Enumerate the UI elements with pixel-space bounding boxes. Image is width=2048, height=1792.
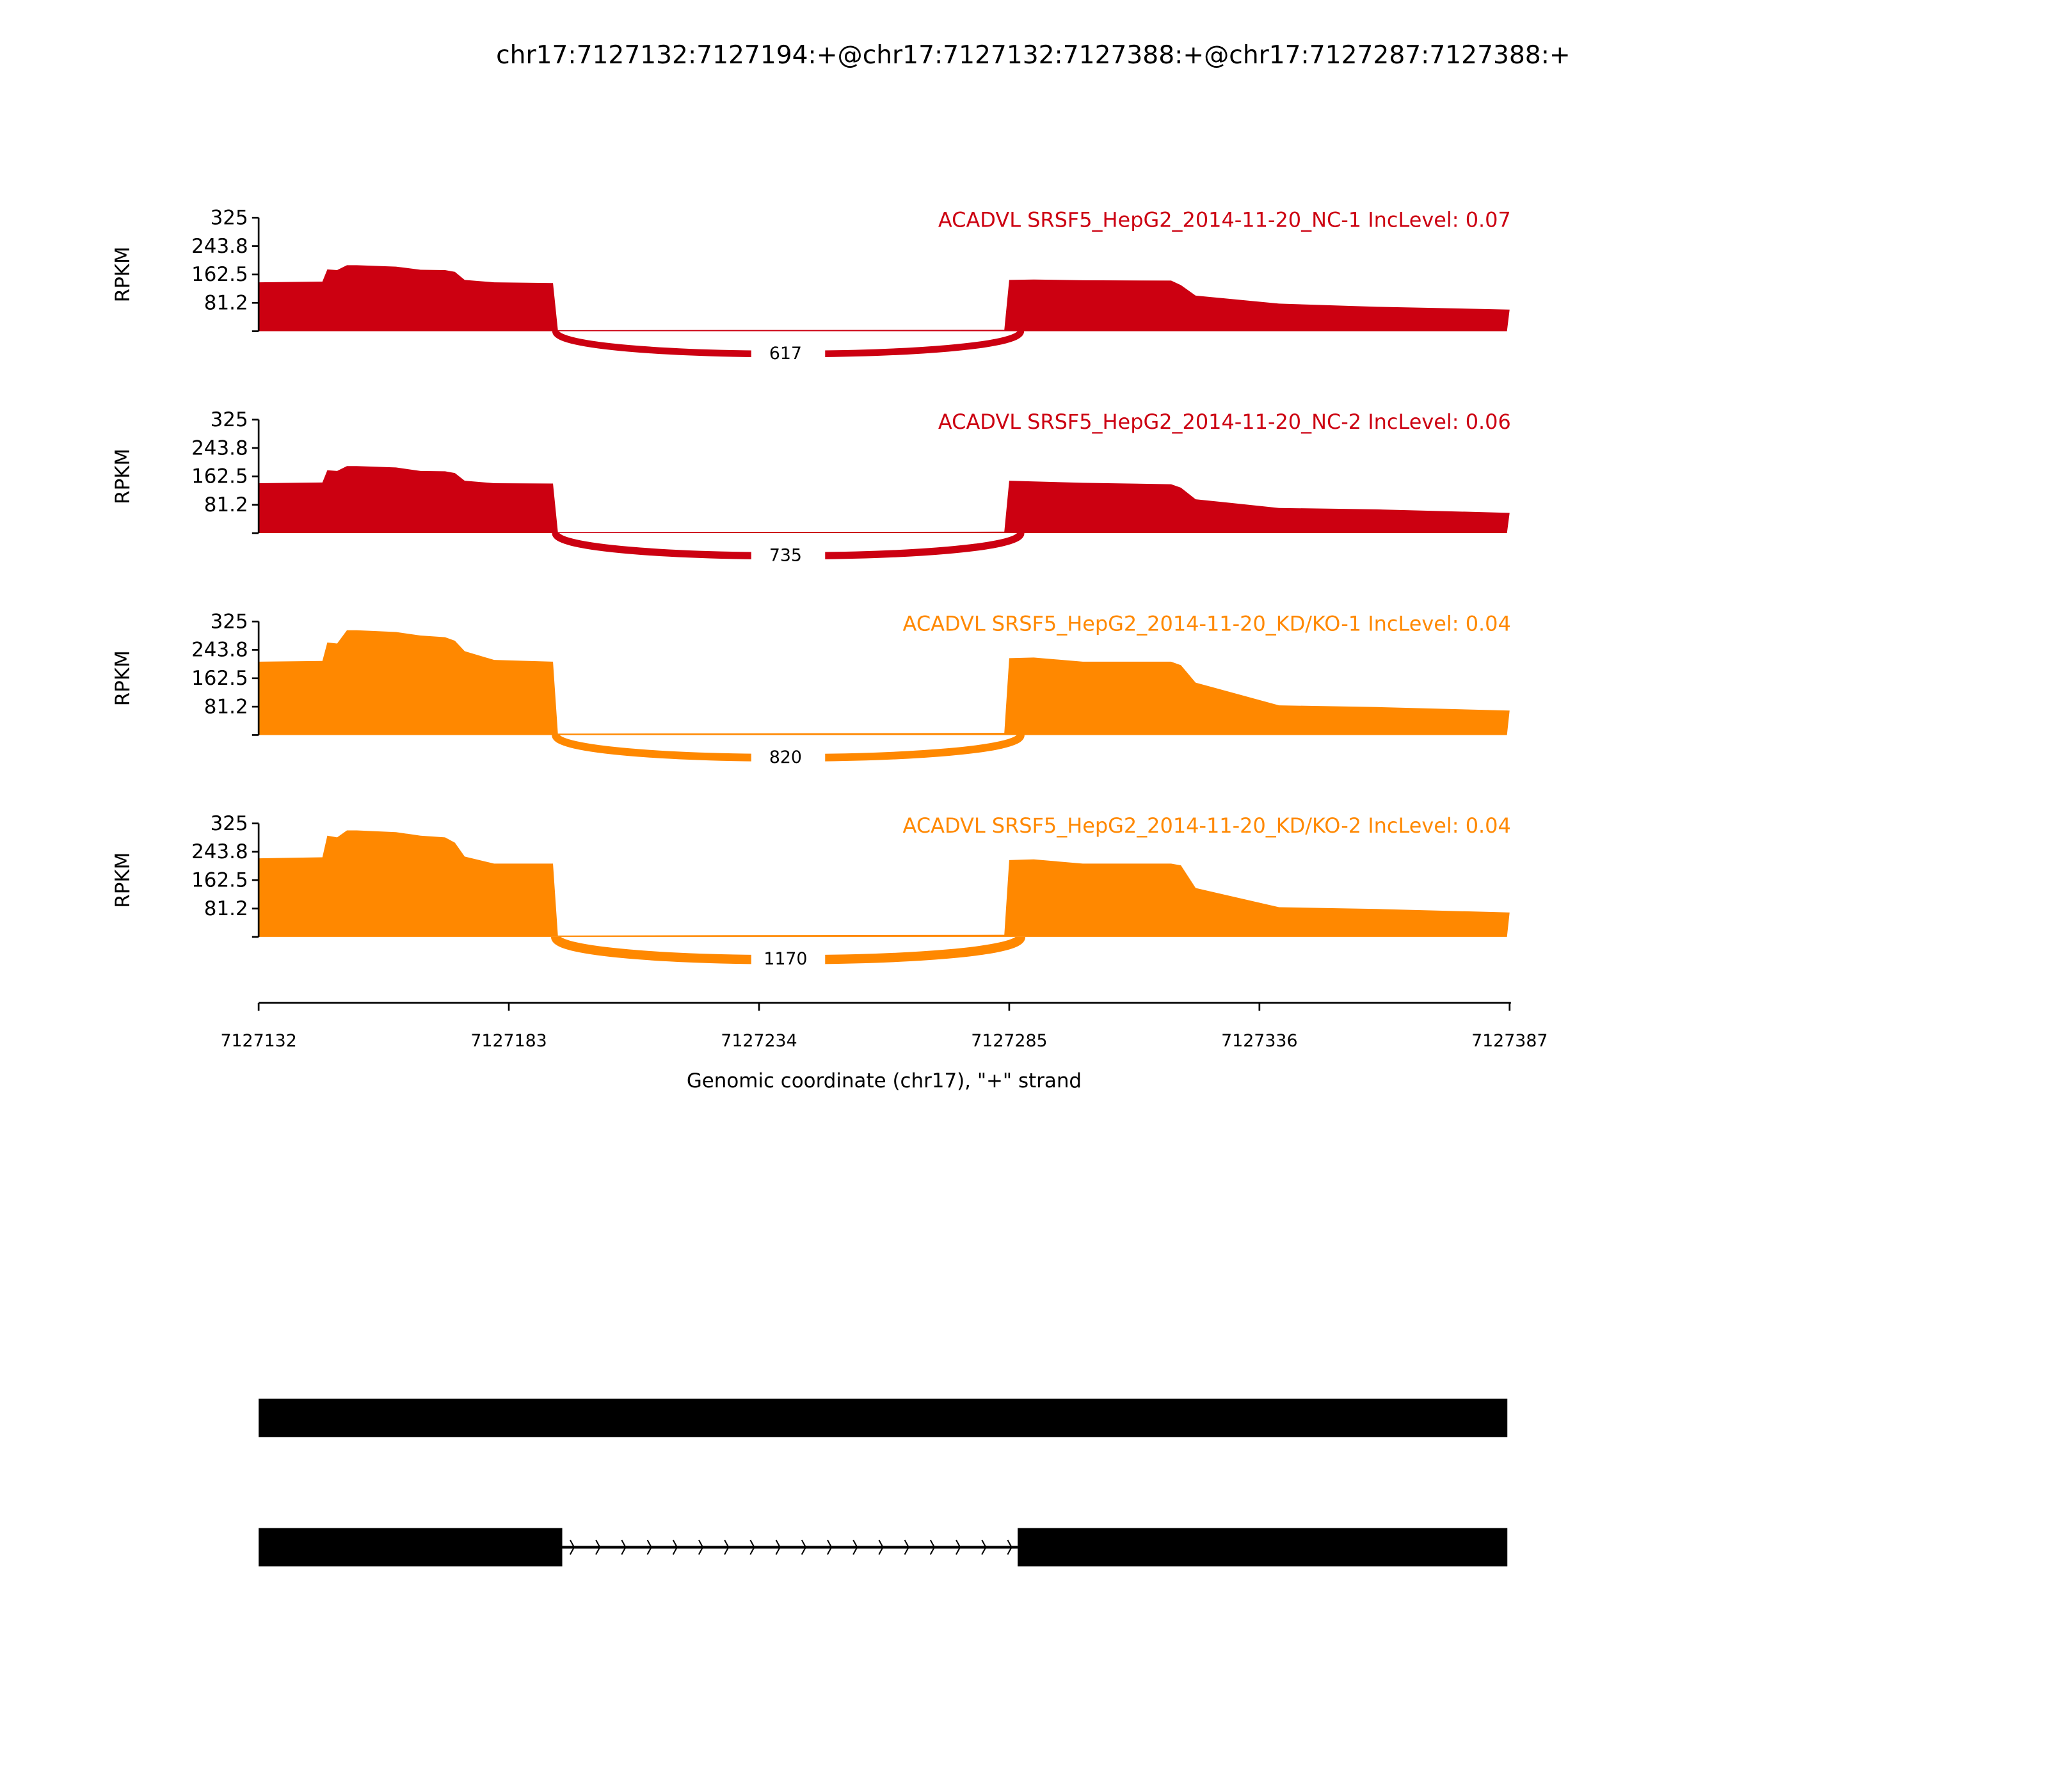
strand-arrow-icon — [852, 1539, 858, 1555]
strand-arrow-icon — [672, 1539, 678, 1555]
strand-arrow-icon — [698, 1539, 704, 1555]
coverage-area — [259, 830, 1510, 937]
chart-title: chr17:7127132:7127194:+@chr17:7127132:71… — [496, 41, 1571, 70]
strand-arrow-icon — [749, 1539, 755, 1555]
y-tick-label: 325 — [211, 610, 248, 633]
sample-label: ACADVL SRSF5_HepG2_2014-11-20_NC-2 IncLe… — [938, 410, 1511, 434]
x-tick-label: 7127387 — [1471, 1031, 1548, 1051]
strand-arrow-icon — [878, 1539, 884, 1555]
coverage-area — [259, 630, 1510, 735]
strand-arrow-icon — [646, 1539, 652, 1555]
strand-arrow-icon — [595, 1539, 601, 1555]
junction-label-bg — [751, 740, 826, 778]
y-tick-label: 243.8 — [191, 235, 248, 258]
strand-arrow-icon — [801, 1539, 807, 1555]
exon — [1018, 1528, 1508, 1567]
coverage-area — [259, 265, 1510, 332]
y-tick-label: 325 — [211, 812, 248, 835]
sample-label: ACADVL SRSF5_HepG2_2014-11-20_KD/KO-2 In… — [903, 813, 1511, 838]
junction-count: 820 — [769, 748, 802, 767]
x-tick-label: 7127132 — [220, 1031, 296, 1051]
gene-model-2 — [259, 1528, 1508, 1567]
x-axis-label: Genomic coordinate (chr17), "+" strand — [687, 1069, 1082, 1092]
x-tick-label: 7127183 — [470, 1031, 547, 1051]
y-axis-label: RPKM — [111, 852, 134, 908]
y-tick-label: 325 — [211, 408, 248, 431]
strand-arrow-icon — [904, 1539, 909, 1555]
sample-label: ACADVL SRSF5_HepG2_2014-11-20_NC-1 IncLe… — [938, 208, 1511, 232]
junction-count: 617 — [769, 344, 802, 364]
strand-arrow-icon — [569, 1539, 575, 1555]
y-tick-label: 243.8 — [191, 639, 248, 662]
gene-model-1 — [259, 1398, 1508, 1437]
track-4: 81.2 162.5 243.8 325 RPKM ACADVL SRSF5_HepG2_… — [111, 812, 1511, 979]
strand-arrow-icon — [621, 1539, 627, 1555]
exon — [259, 1398, 1508, 1437]
y-tick-label: 81.2 — [204, 292, 248, 315]
x-tick-label: 7127234 — [721, 1031, 797, 1051]
x-axis: 7127132 7127183 7127234 7127285 7127336 71273… — [220, 1002, 1548, 1051]
strand-arrow-icon — [981, 1539, 987, 1555]
strand-arrow-icon — [929, 1539, 936, 1555]
y-tick-label: 162.5 — [191, 263, 248, 286]
x-tick-label: 7127336 — [1221, 1031, 1297, 1051]
junction-count: 735 — [769, 545, 802, 565]
y-tick-label: 325 — [211, 207, 248, 230]
coverage-tracks: 81.2 162.5 243.8 325 RPKM ACADVL SRSF5_HepG2_… — [111, 207, 1511, 979]
junction-label-bg — [751, 942, 826, 979]
y-tick-label: 81.2 — [204, 695, 248, 718]
y-tick-label: 162.5 — [191, 465, 248, 488]
track-2: 81.2 162.5 243.8 325 RPKM ACADVL SRSF5_HepG2_… — [111, 408, 1511, 575]
y-tick-label: 162.5 — [191, 869, 248, 892]
sample-label: ACADVL SRSF5_HepG2_2014-11-20_KD/KO-1 In… — [903, 612, 1511, 636]
x-tick-label: 7127285 — [971, 1031, 1047, 1051]
junction-count: 1170 — [764, 949, 807, 969]
junction-label-bg — [751, 336, 826, 374]
track-3: 81.2 162.5 243.8 325 RPKM ACADVL SRSF5_HepG2_… — [111, 610, 1511, 778]
exon — [259, 1528, 563, 1567]
coverage-area — [259, 466, 1510, 533]
y-tick-label: 243.8 — [191, 436, 248, 460]
y-tick-label: 162.5 — [191, 667, 248, 690]
track-1: 81.2 162.5 243.8 325 RPKM ACADVL SRSF5_HepG2_… — [111, 207, 1511, 374]
y-tick-label: 243.8 — [191, 840, 248, 863]
y-axis-label: RPKM — [111, 246, 134, 302]
strand-arrow-icon — [1007, 1539, 1012, 1555]
strand-arrow-icon — [724, 1539, 730, 1555]
y-axis-label: RPKM — [111, 650, 134, 706]
y-tick-label: 81.2 — [204, 493, 248, 516]
strand-arrow-icon — [775, 1539, 781, 1555]
y-tick-label: 81.2 — [204, 897, 248, 920]
strand-arrow-icon — [956, 1539, 961, 1555]
y-axis-label: RPKM — [111, 449, 134, 504]
strand-arrow-icon — [827, 1539, 833, 1555]
junction-label-bg — [751, 538, 826, 575]
gene-models — [259, 1398, 1508, 1567]
